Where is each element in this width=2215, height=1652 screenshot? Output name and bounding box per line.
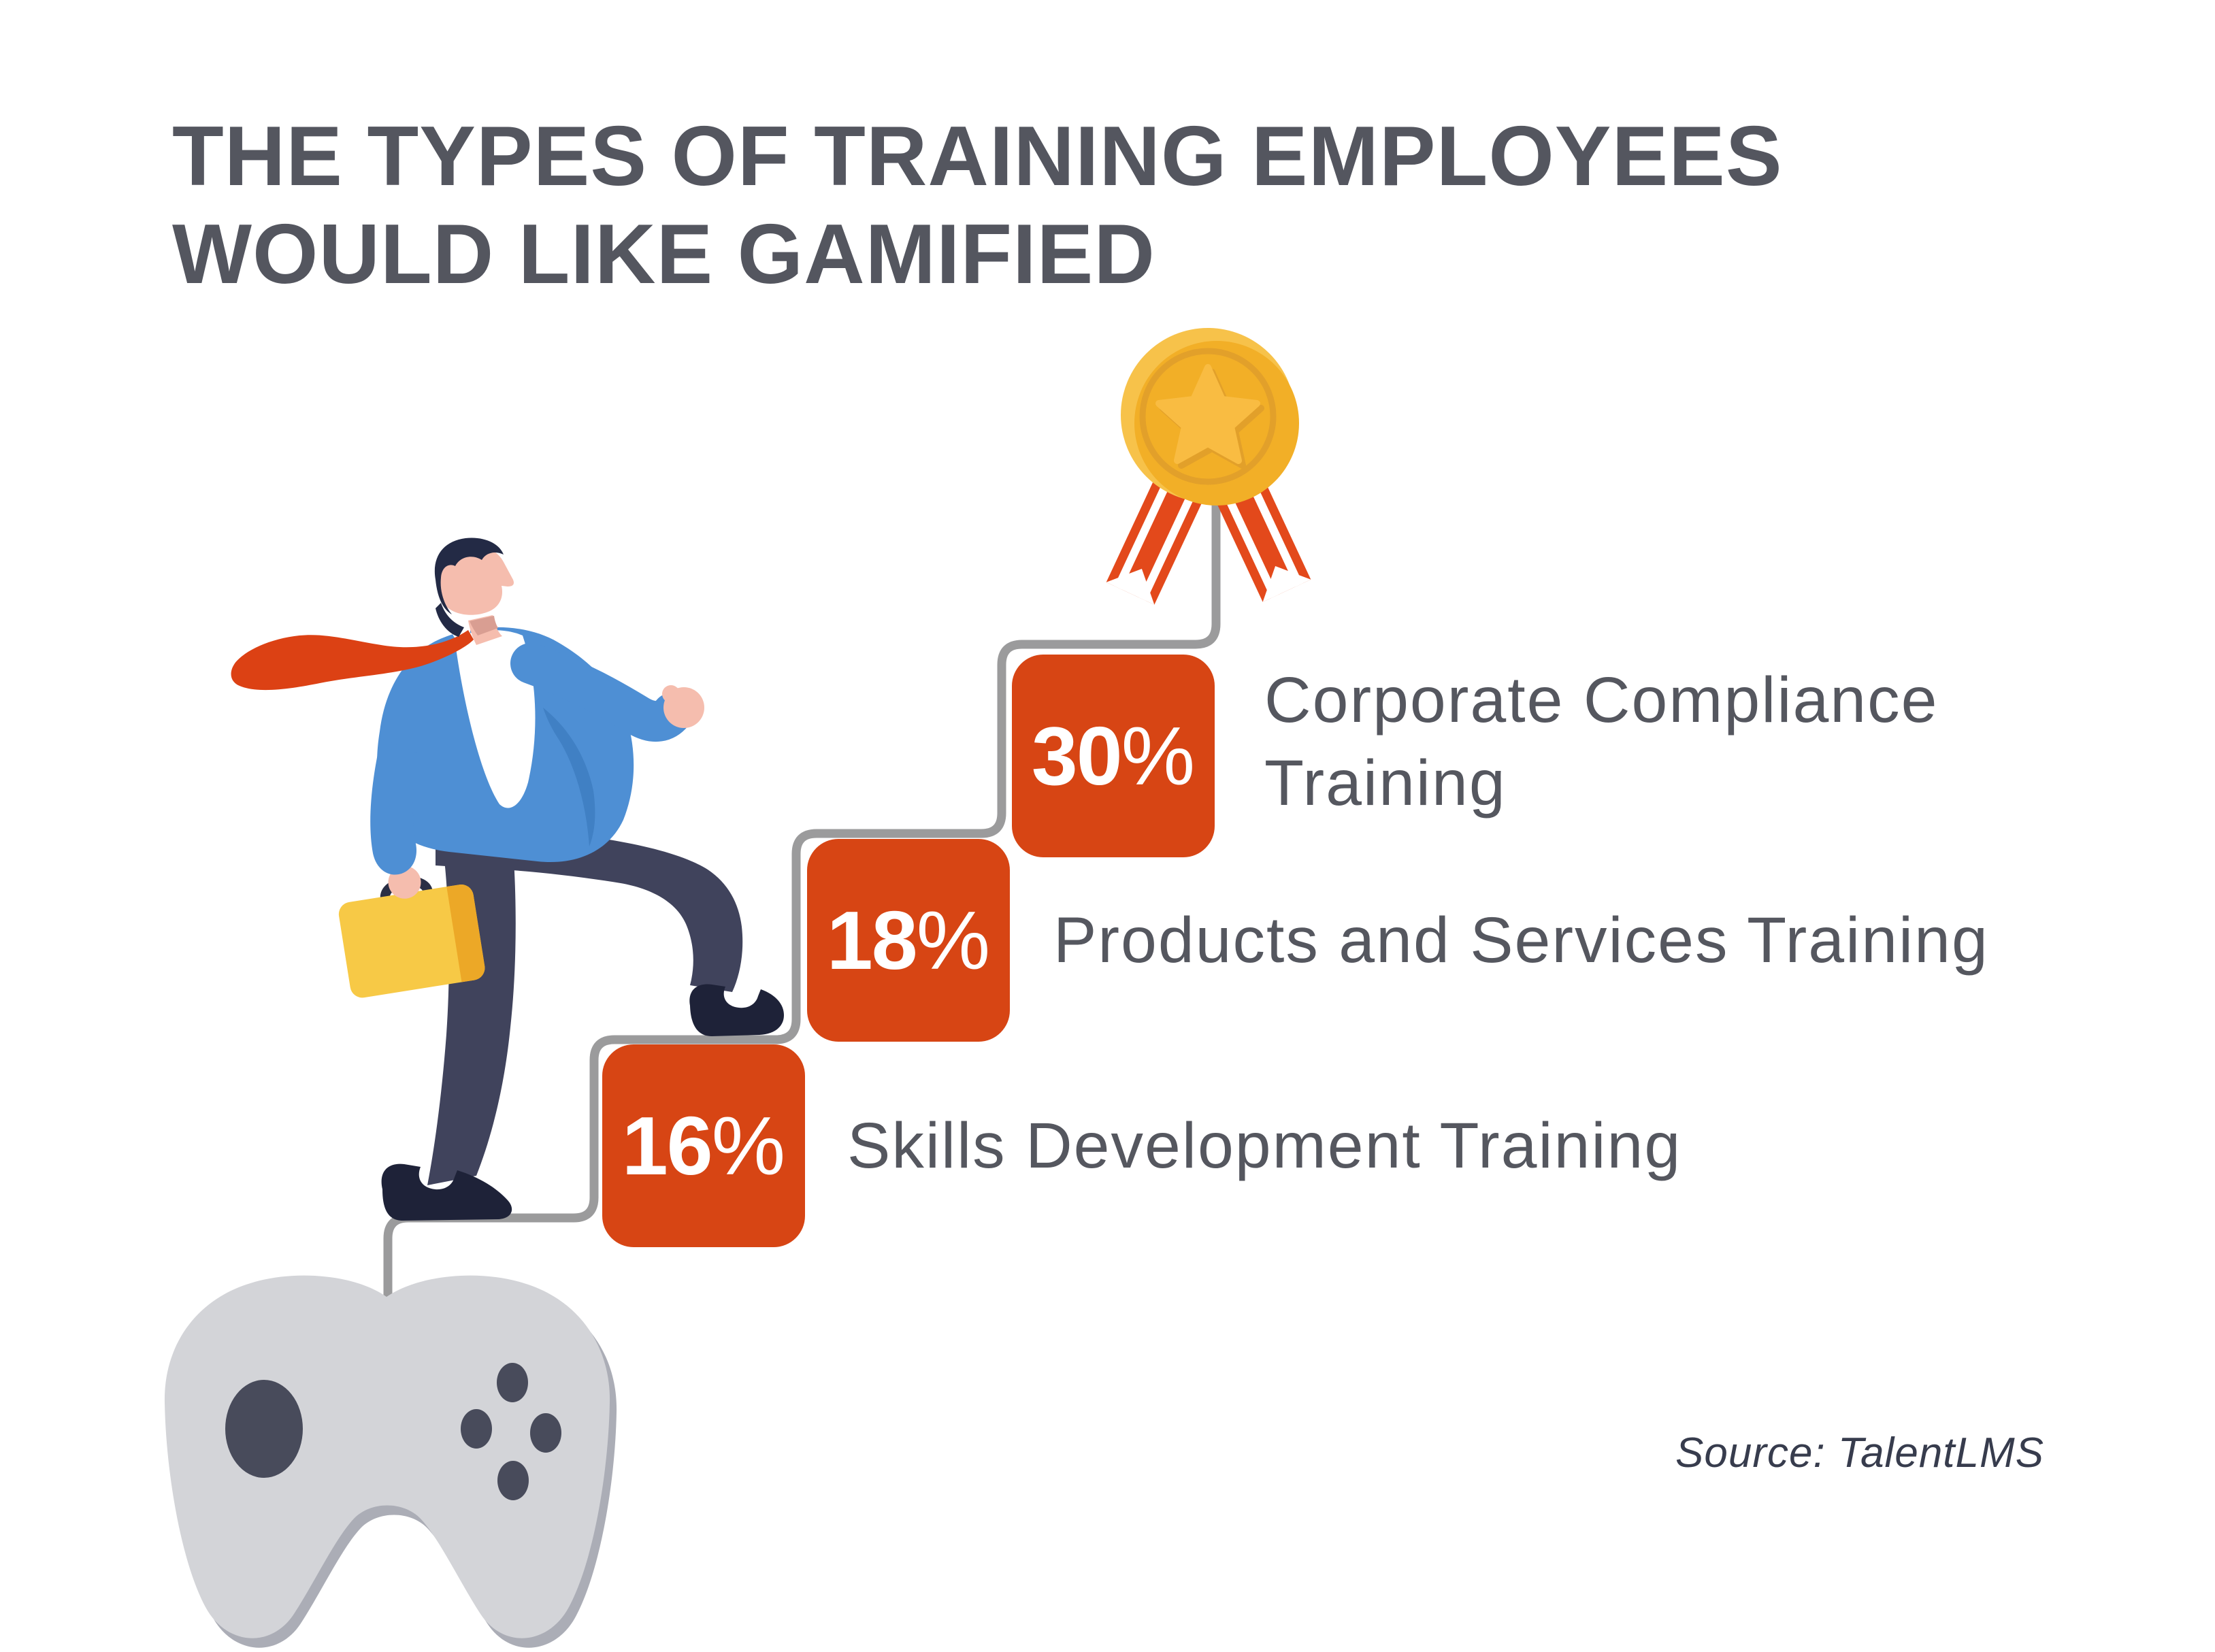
step-box-16: 16% <box>602 1044 805 1247</box>
left-hand <box>388 865 421 899</box>
step-box-30: 30% <box>1012 655 1215 857</box>
star <box>1155 364 1260 464</box>
fist <box>663 687 704 728</box>
page-title: THE TYPES OF TRAINING EMPLOYEES WOULD LI… <box>172 108 1783 303</box>
step-label-skills: Skills Development Training <box>847 1110 1682 1182</box>
briefcase <box>338 865 485 998</box>
page-title-line2: WOULD LIKE GAMIFIED <box>172 208 1155 301</box>
shoe-left <box>381 1163 512 1221</box>
controller-joystick <box>225 1380 303 1478</box>
percent-value-18: 18% <box>826 894 991 987</box>
shoe-right <box>689 984 784 1036</box>
game-controller-icon <box>164 1275 617 1648</box>
page-title-line1: THE TYPES OF TRAINING EMPLOYEES <box>172 110 1783 203</box>
face <box>439 545 514 615</box>
tie <box>231 630 474 691</box>
step-box-18: 18% <box>807 839 1010 1042</box>
percent-value-16: 16% <box>621 1100 786 1192</box>
percent-value-30: 30% <box>1031 710 1196 802</box>
step-label-corporate: Corporate Compliance Training <box>1264 664 1939 819</box>
source-text: Source: TalentLMS <box>1675 1430 2045 1476</box>
step-label-products: Products and Services Training <box>1053 904 1989 976</box>
award-medal-icon <box>1106 328 1311 605</box>
hair <box>434 538 504 614</box>
